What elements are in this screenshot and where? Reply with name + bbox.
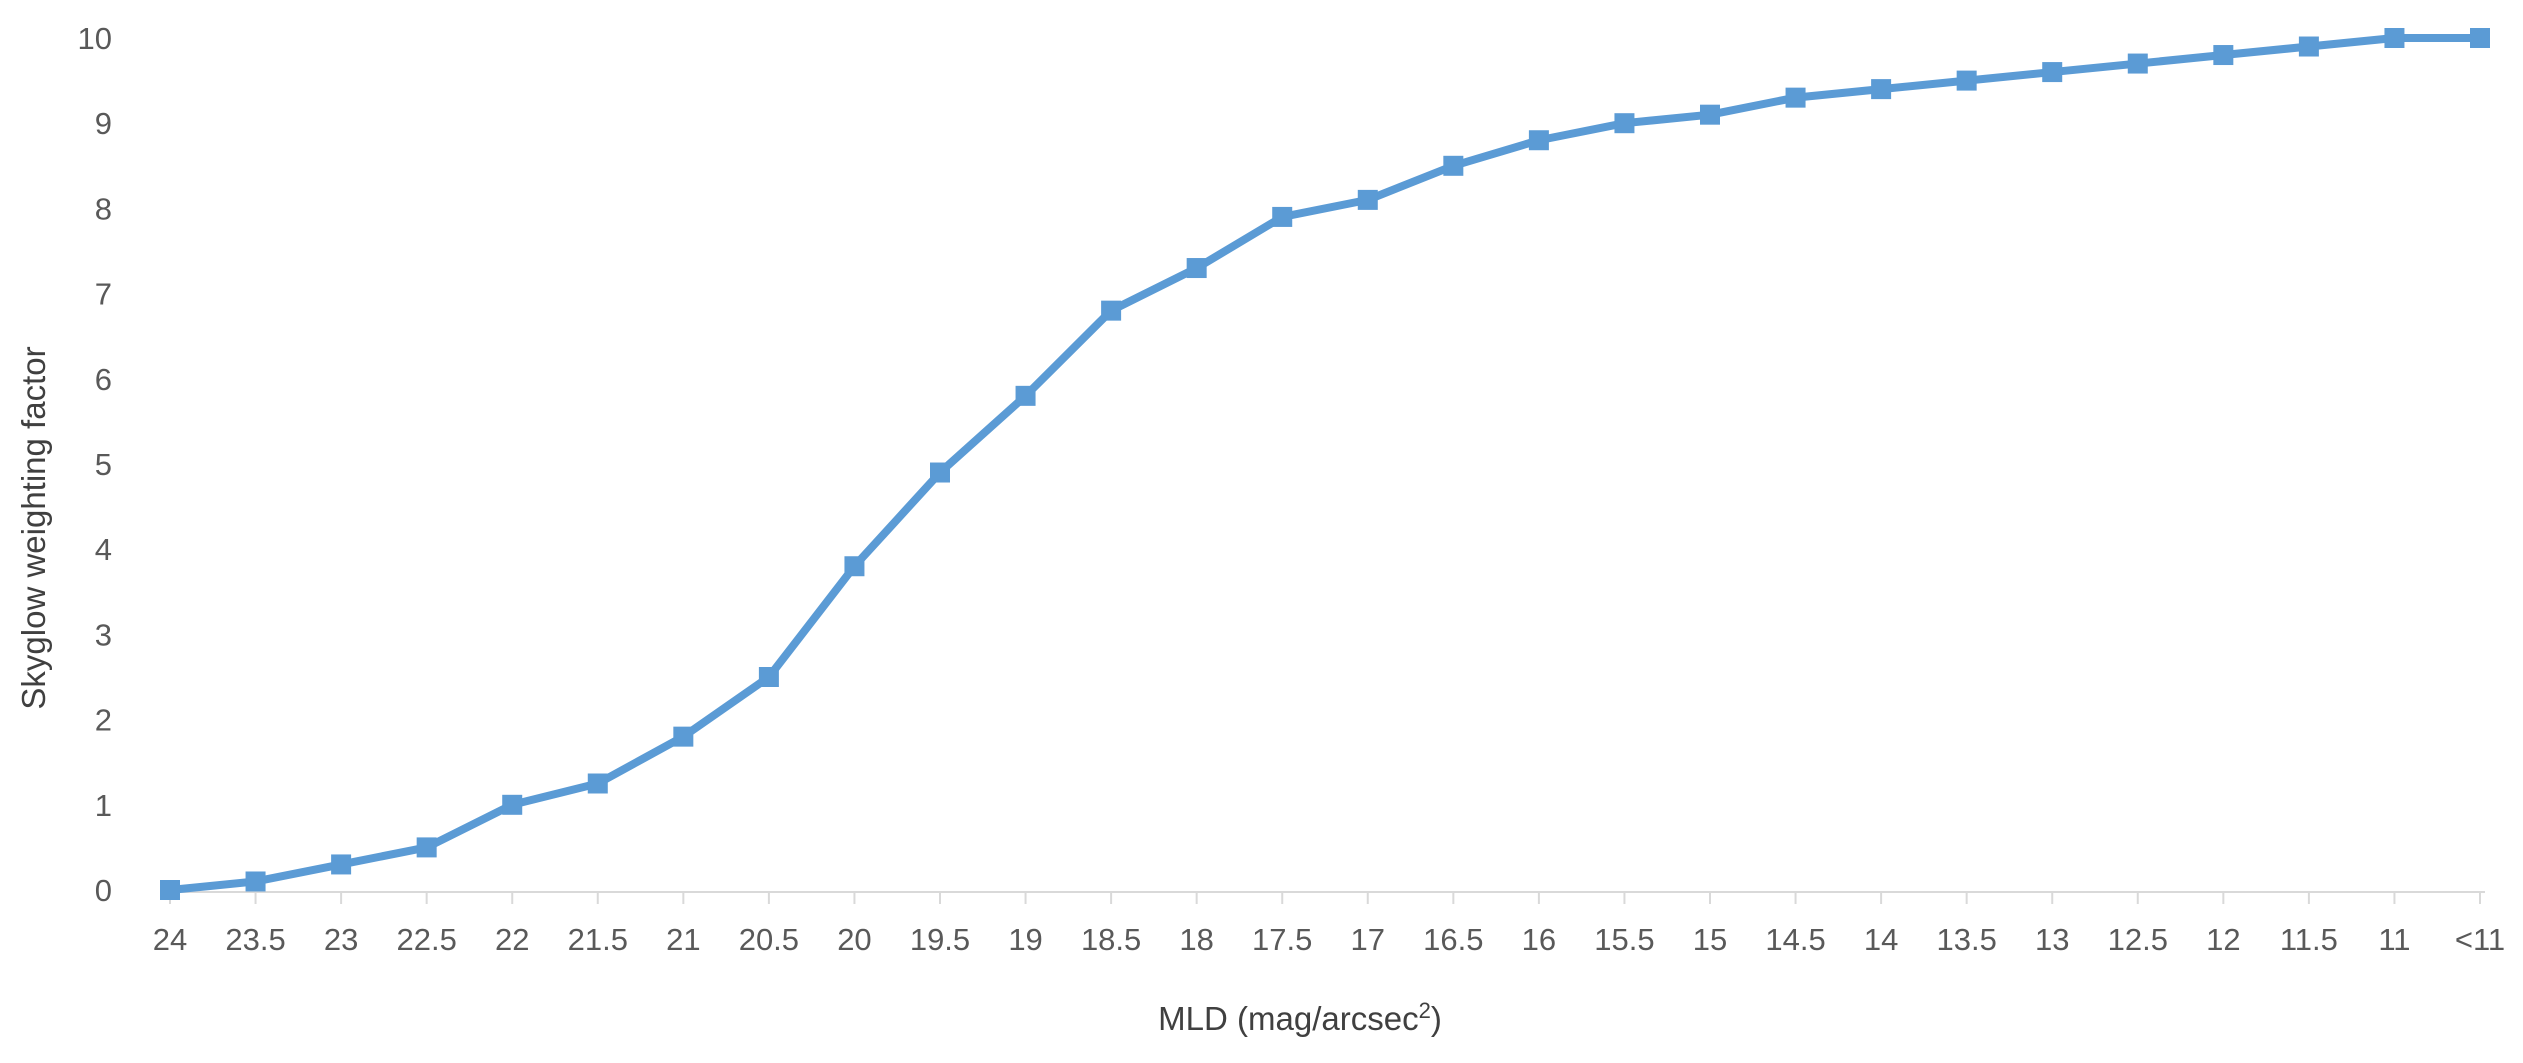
data-point-marker: [758, 667, 779, 687]
data-point-marker: [930, 462, 950, 483]
data-point-marker: [416, 837, 437, 858]
x-tick-label: 14: [1864, 922, 1898, 957]
series-layer: [160, 28, 2490, 900]
data-point-marker: [673, 726, 694, 747]
x-tick-label: 15: [1693, 922, 1727, 957]
y-tick-label: 4: [95, 532, 112, 567]
x-tick-label: 21: [666, 922, 700, 957]
x-tick-label: 11: [2378, 922, 2410, 957]
x-tick-label: 16.5: [1423, 922, 1483, 957]
data-point-marker: [2384, 28, 2405, 48]
data-point-marker: [1871, 79, 1892, 100]
x-tick-label: 20.5: [739, 922, 799, 957]
data-point-marker: [587, 773, 608, 794]
y-tick-label: 1: [95, 788, 112, 823]
y-axis-ticks: 0 1 2 3 4 5 6 7 8 9 10: [78, 21, 112, 908]
x-axis-ticks: 24 23.5 23 22.5 22 21.5 21 20.5 20 19.5 19 18.5 18 17…: [153, 892, 2505, 957]
data-point-marker: [2213, 45, 2234, 66]
y-tick-label: 7: [95, 277, 112, 312]
x-axis-title-superscript: 2: [1419, 998, 1431, 1023]
x-tick-label: 12: [2206, 922, 2240, 957]
x-tick-label: 22: [495, 922, 529, 957]
x-tick-label: 11.5: [2280, 922, 2338, 957]
x-axis-title-main: MLD (mag/arcsec: [1158, 1000, 1418, 1037]
data-point-marker: [1101, 300, 1122, 321]
data-point-marker: [2042, 62, 2063, 83]
x-tick-label: 24: [153, 922, 187, 957]
y-tick-label: 3: [95, 617, 112, 652]
y-tick-label: 8: [95, 191, 112, 226]
data-point-marker: [1614, 113, 1635, 134]
x-tick-label: 17: [1351, 922, 1385, 957]
data-point-marker: [844, 556, 865, 577]
data-point-marker: [1272, 206, 1293, 227]
x-tick-label: 23: [324, 922, 358, 957]
x-tick-label: <11: [2455, 922, 2505, 957]
x-tick-label: 13: [2035, 922, 2069, 957]
data-point-marker: [331, 854, 352, 875]
y-tick-label: 0: [95, 873, 112, 908]
data-point-marker: [1443, 155, 1464, 176]
x-tick-label: 19: [1008, 922, 1042, 957]
data-point-marker: [1785, 87, 1806, 108]
series-line: [166, 34, 2484, 894]
data-point-marker: [1956, 70, 1977, 91]
y-tick-label: 6: [95, 362, 112, 397]
x-tick-label: 16: [1522, 922, 1556, 957]
y-tick-label: 2: [95, 703, 112, 738]
data-point-marker: [1528, 130, 1549, 151]
x-tick-label: 22.5: [396, 922, 456, 957]
data-point-marker: [1357, 189, 1378, 210]
data-point-marker: [2470, 28, 2490, 48]
y-axis-title: Skyglow weighting factor: [15, 346, 52, 709]
x-tick-label: 12.5: [2108, 922, 2168, 957]
y-tick-label: 5: [95, 447, 112, 482]
data-point-marker: [2127, 53, 2148, 74]
data-point-marker: [2298, 36, 2319, 57]
x-tick-label: 13.5: [1936, 922, 1996, 957]
x-tick-label: 20: [837, 922, 871, 957]
data-point-marker: [245, 871, 266, 892]
data-point-marker: [160, 880, 180, 900]
x-tick-label: 19.5: [910, 922, 970, 957]
x-tick-label: 18.5: [1081, 922, 1141, 957]
x-tick-label: 18: [1179, 922, 1213, 957]
x-tick-label: 17.5: [1252, 922, 1312, 957]
data-point-marker: [1700, 104, 1720, 125]
y-tick-label: 10: [78, 21, 112, 56]
x-tick-label: 14.5: [1765, 922, 1825, 957]
x-axis-title: MLD (mag/arcsec2): [1158, 998, 1442, 1037]
x-axis-title-suffix: ): [1431, 1000, 1442, 1037]
x-tick-label: 15.5: [1594, 922, 1654, 957]
data-point-marker: [502, 794, 523, 815]
y-tick-label: 9: [95, 106, 112, 141]
data-point-marker: [1015, 385, 1036, 406]
x-tick-label: 23.5: [225, 922, 285, 957]
data-point-marker: [1186, 258, 1207, 279]
x-tick-label: 21.5: [568, 922, 628, 957]
